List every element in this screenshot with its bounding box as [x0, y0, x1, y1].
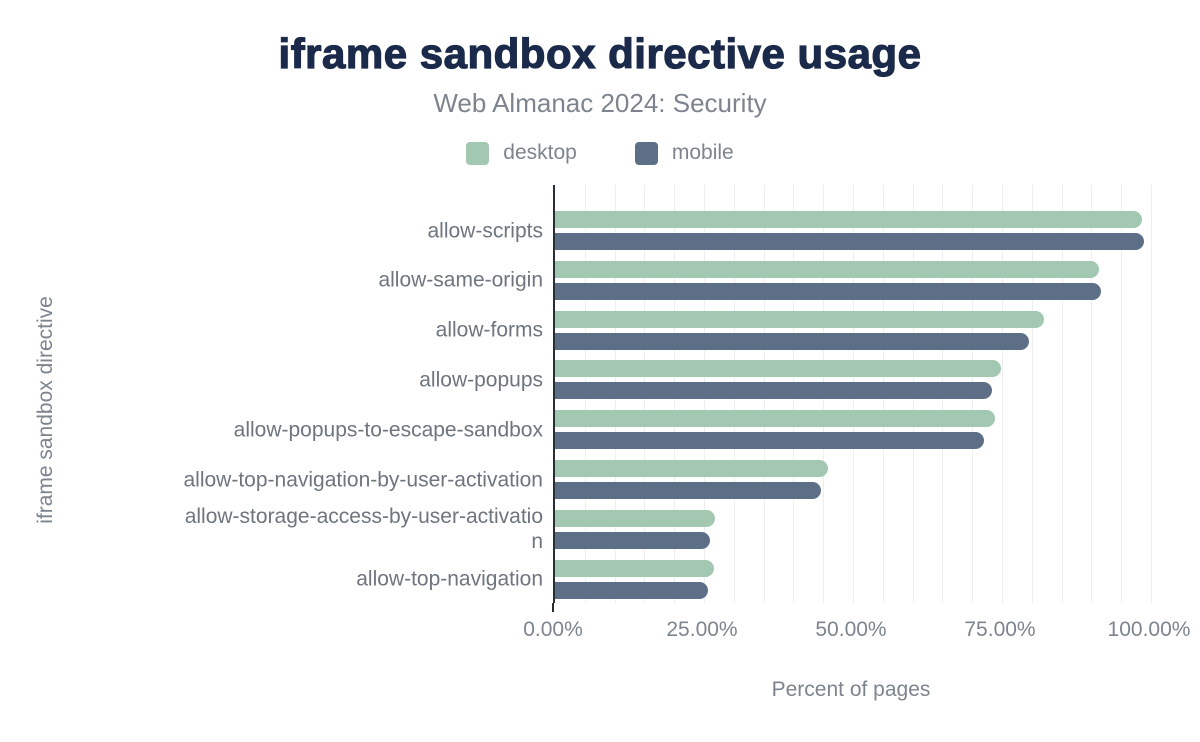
gridline [942, 185, 944, 603]
category-label: allow-storage-access-by-user-activatio n [184, 505, 543, 554]
x-axis-ticks: 0.00% 25.00% 50.00% 75.00% 100.00% [523, 618, 1190, 644]
legend: desktop mobile [0, 141, 1200, 165]
legend-item-mobile: mobile [634, 141, 734, 165]
gridline [972, 185, 974, 603]
desktop-legend-label: desktop [503, 141, 577, 164]
gridline [704, 185, 705, 603]
gridline [614, 185, 616, 603]
x-tick-label: 50.00% [815, 618, 887, 641]
gridline [1121, 185, 1123, 603]
plot-area [553, 185, 1159, 603]
x-tick-label: 75.00% [964, 618, 1036, 641]
gridline [823, 185, 825, 603]
gridline [644, 185, 646, 603]
chart-title: iframe sandbox directive usage [278, 29, 922, 77]
gridline [1091, 185, 1093, 603]
gridline [1031, 185, 1033, 603]
category-label: allow-same-origin [378, 268, 543, 292]
y-axis-title: iframe sandbox directive [34, 296, 57, 524]
gridline [793, 185, 795, 603]
category-label: allow-top-navigation-by-user-activation [183, 468, 543, 491]
category-label: allow-forms [435, 318, 543, 342]
category-label: allow-scripts [427, 219, 543, 242]
gridline [882, 185, 884, 603]
category-label: allow-popups [419, 368, 543, 392]
mobile-legend-swatch [634, 141, 658, 165]
gridline [763, 185, 765, 603]
gridline [733, 185, 735, 603]
desktop-legend-swatch [466, 141, 490, 165]
category-label: allow-popups-to-escape-sandbox [233, 418, 543, 442]
gridline [1151, 185, 1152, 603]
x-axis-zero-tick [552, 603, 554, 612]
legend-item-desktop: desktop [466, 141, 577, 165]
gridline [584, 185, 586, 603]
category-label: allow-top-navigation [356, 567, 543, 591]
mobile-legend-label: mobile [671, 141, 734, 164]
gridline [912, 185, 914, 603]
x-tick-label: 0.00% [523, 618, 583, 641]
x-axis-title: Percent of pages [771, 678, 931, 701]
x-tick-label: 100.00% [1107, 618, 1191, 641]
chart-subtitle: Web Almanac 2024: Security [433, 88, 767, 118]
gridline [1002, 185, 1003, 603]
gridline [1061, 185, 1063, 603]
x-tick-label: 25.00% [666, 618, 738, 641]
gridline [674, 185, 676, 603]
gridline [853, 185, 854, 603]
